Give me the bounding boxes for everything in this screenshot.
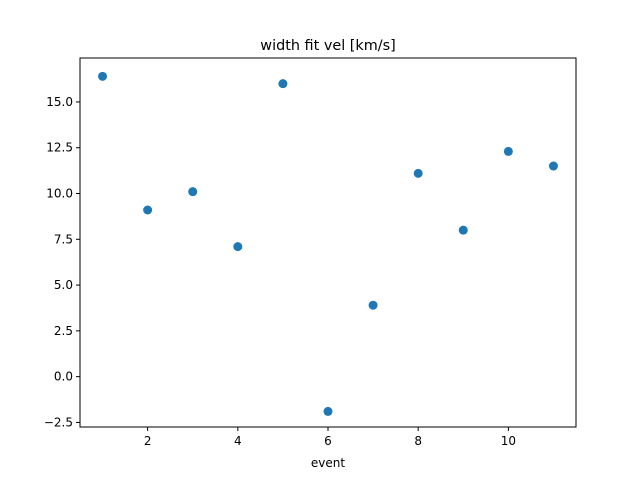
x-tick-label: 6: [324, 434, 332, 448]
data-point-7: [368, 300, 378, 310]
data-point-11: [548, 161, 558, 171]
x-tick-label: 8: [414, 434, 422, 448]
data-point-5: [278, 79, 288, 89]
axes-frame: [79, 57, 577, 428]
x-tick-label: 2: [144, 434, 152, 448]
y-tick-label: 15.0: [46, 95, 73, 109]
chart-title: width fit vel [km/s]: [260, 38, 395, 54]
y-tick-label: 10.0: [46, 187, 73, 201]
y-tick-label: 0.0: [54, 370, 73, 384]
y-tick-label: 12.5: [46, 141, 73, 155]
data-point-1: [98, 71, 108, 81]
y-axis-ticks: −2.5 0.0 2.5 5.0 7.5 10.0 12.5 15.0: [44, 95, 80, 429]
data-point-8: [413, 168, 423, 178]
y-tick-label: 7.5: [54, 232, 73, 246]
y-tick-label: −2.5: [44, 415, 73, 429]
x-tick-label: 4: [234, 434, 242, 448]
x-tick-label: 10: [501, 434, 516, 448]
data-point-4: [233, 242, 243, 252]
data-point-6: [323, 406, 333, 416]
data-point-2: [143, 205, 153, 215]
x-axis-ticks: 2 4 6 8 10: [144, 427, 516, 448]
x-axis-label: event: [311, 456, 345, 470]
data-point-10: [503, 146, 513, 156]
y-tick-label: 5.0: [54, 278, 73, 292]
y-tick-label: 2.5: [54, 324, 73, 338]
points-layer: [98, 71, 558, 416]
data-point-9: [458, 225, 468, 235]
data-point-3: [188, 187, 198, 197]
